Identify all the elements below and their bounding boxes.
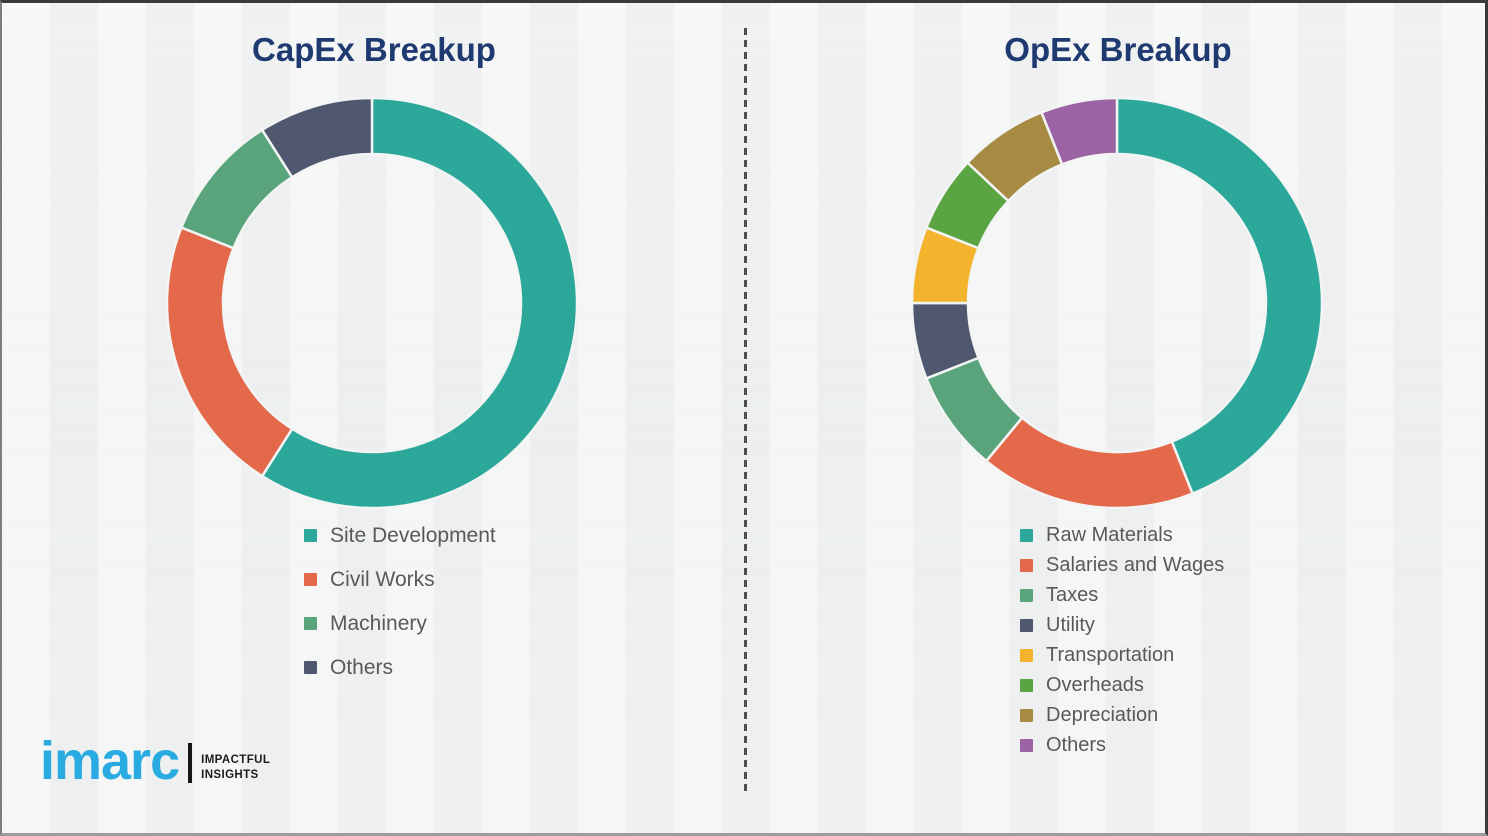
legend-label: Taxes xyxy=(1046,584,1099,606)
capex-chart-title: CapEx Breakup xyxy=(252,31,496,68)
legend-label: Others xyxy=(330,655,394,679)
legend-marker xyxy=(1020,588,1033,602)
legend-marker xyxy=(1020,708,1033,722)
logo-tagline: IMPACTFUL INSIGHTS xyxy=(201,753,270,785)
legend-label: Transportation xyxy=(1046,644,1175,666)
legend-item: Taxes xyxy=(1020,580,1224,610)
legend-marker xyxy=(304,572,317,586)
donut-segment-site-development xyxy=(260,96,579,510)
legend-marker xyxy=(304,660,317,674)
legend-marker xyxy=(1020,678,1033,692)
donut-segment-others xyxy=(260,96,374,179)
opex-chart-title: OpEx Breakup xyxy=(1004,31,1232,68)
legend-label: Utility xyxy=(1046,614,1095,636)
legend-marker xyxy=(1020,738,1033,752)
legend-label: Others xyxy=(1046,734,1107,756)
vertical-dashed-divider xyxy=(744,28,747,796)
imarc-logo-wordmark: imarc xyxy=(40,731,180,791)
legend-item: Overheads xyxy=(1020,670,1224,700)
logo-divider-bar xyxy=(188,742,193,783)
logo-tagline-line2: INSIGHTS xyxy=(201,768,259,781)
legend-item: Salaries and Wages xyxy=(1020,550,1224,580)
legend-label: Civil Works xyxy=(330,567,435,591)
donut-segment-raw-materials xyxy=(1115,96,1324,496)
legend-label: Overheads xyxy=(1046,674,1144,696)
opex-donut-chart xyxy=(910,96,1324,510)
legend-item: Site Development xyxy=(304,513,496,557)
legend-item: Others xyxy=(1020,730,1224,760)
donut-segment-others xyxy=(1039,96,1119,167)
imarc-logo: imarc IMPACTFUL INSIGHTS xyxy=(40,731,270,791)
capex-legend: Site Development Civil Works Machinery Othe… xyxy=(304,513,496,689)
legend-item: Civil Works xyxy=(304,557,496,601)
legend-label: Machinery xyxy=(330,611,427,635)
opex-legend: Raw Materials Salaries and Wages Taxes Util… xyxy=(1020,520,1224,760)
legend-item: Machinery xyxy=(304,601,496,645)
legend-label: Raw Materials xyxy=(1046,524,1173,546)
logo-tagline-line1: IMPACTFUL xyxy=(201,754,271,767)
legend-label: Salaries and Wages xyxy=(1046,554,1225,576)
legend-item: Others xyxy=(304,645,496,689)
legend-marker xyxy=(1020,558,1033,572)
donut-segment-salaries-and-wages xyxy=(984,416,1195,510)
capex-donut-chart xyxy=(165,96,579,510)
legend-item: Depreciation xyxy=(1020,700,1224,730)
legend-item: Transportation xyxy=(1020,640,1224,670)
donut-segment-civil-works xyxy=(165,225,294,478)
legend-marker xyxy=(1020,528,1033,542)
legend-marker xyxy=(304,528,317,542)
legend-label: Site Development xyxy=(330,523,496,547)
legend-label: Depreciation xyxy=(1046,704,1159,726)
legend-item: Raw Materials xyxy=(1020,520,1224,550)
legend-marker xyxy=(1020,648,1033,662)
legend-item: Utility xyxy=(1020,610,1224,640)
legend-marker xyxy=(1020,618,1033,632)
legend-marker xyxy=(304,616,317,630)
